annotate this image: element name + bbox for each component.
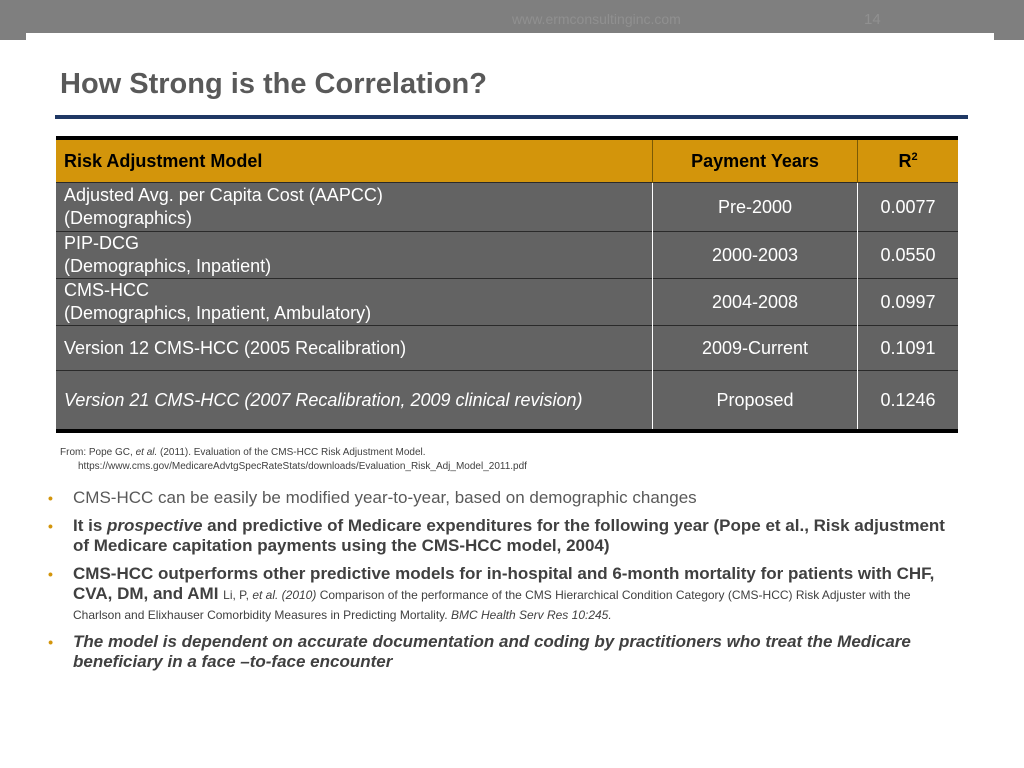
bullet-list: • CMS-HCC can be easily be modified year… — [48, 488, 948, 680]
r2-cell: 0.0997 — [857, 278, 958, 326]
r2-cell: 0.0550 — [857, 231, 958, 279]
bullet-dot-icon: • — [48, 490, 53, 506]
model-cell: Version 21 CMS-HCC (2007 Recalibration, … — [56, 370, 653, 431]
model-cell: Version 12 CMS-HCC (2005 Recalibration) — [56, 325, 653, 371]
header-years: Payment Years — [652, 138, 858, 183]
slide-top-edge — [26, 33, 994, 43]
r2-cell: 0.0077 — [857, 182, 958, 232]
years-cell: 2009-Current — [652, 325, 858, 371]
bullet-dot-icon: • — [48, 634, 53, 650]
source-url: https://www.cms.gov/MedicareAdvtgSpecRat… — [78, 461, 527, 472]
r2-cell: 0.1246 — [857, 370, 958, 431]
years-cell: 2000-2003 — [652, 231, 858, 279]
header-r2: R2 — [857, 138, 958, 183]
years-cell: Pre-2000 — [652, 182, 858, 232]
header-model: Risk Adjustment Model — [56, 138, 653, 183]
r2-cell: 0.1091 — [857, 325, 958, 371]
model-cell: CMS-HCC (Demographics, Inpatient, Ambulat… — [56, 278, 653, 326]
years-cell: 2004-2008 — [652, 278, 858, 326]
table-row: Version 21 CMS-HCC (2007 Recalibration, … — [56, 370, 958, 431]
table-row: CMS-HCC (Demographics, Inpatient, Ambulat… — [56, 278, 958, 326]
bullet-dot-icon: • — [48, 566, 53, 582]
risk-model-table: Risk Adjustment Model Payment Years R2 A… — [56, 136, 958, 433]
bullet-dot-icon: • — [48, 518, 53, 534]
source-citation: From: Pope GC, et al. (2011). Evaluation… — [60, 447, 527, 472]
bullet-item: • CMS-HCC can be easily be modified year… — [48, 488, 697, 507]
page-number: 14 — [864, 11, 881, 28]
model-cell: Adjusted Avg. per Capita Cost (AAPCC) (De… — [56, 182, 653, 232]
table-header-row: Risk Adjustment Model Payment Years R2 — [56, 138, 958, 183]
model-cell: PIP-DCG (Demographics, Inpatient) — [56, 231, 653, 279]
header-url: www.ermconsultinginc.com — [512, 11, 681, 27]
bullet-item: • It is prospective and predictive of Me… — [48, 516, 945, 555]
table-row: Version 12 CMS-HCC (2005 Recalibration) … — [56, 325, 958, 371]
title-rule — [55, 115, 968, 119]
table-row: PIP-DCG (Demographics, Inpatient) 2000-20… — [56, 231, 958, 279]
bullet-item: • The model is dependent on accurate doc… — [48, 632, 911, 671]
table-row: Adjusted Avg. per Capita Cost (AAPCC) (De… — [56, 182, 958, 232]
years-cell: Proposed — [652, 370, 858, 431]
bullet-item: • CMS-HCC outperforms other predictive m… — [48, 564, 935, 622]
slide-title: How Strong is the Correlation? — [60, 68, 487, 100]
